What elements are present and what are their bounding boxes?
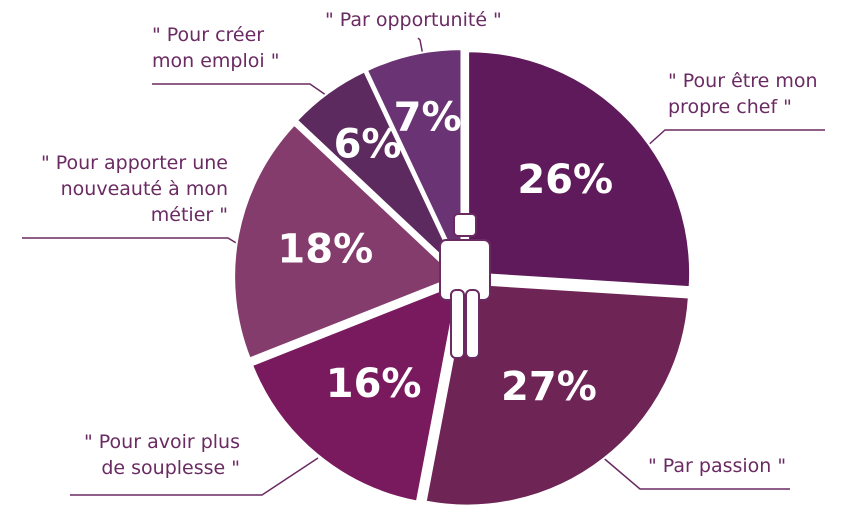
person-icon [439,213,491,359]
icon-head [453,213,477,237]
slice [233,123,458,360]
slice [467,50,692,289]
icon-leg [450,289,465,359]
value-label: 7% [394,95,462,141]
slice [424,282,690,507]
category-label: " Par opportunité " [325,9,502,31]
icon-body [439,239,491,301]
category-label: " Par passion " [648,455,786,477]
category-label: " Pour apporter une [41,152,228,174]
icon-leg [465,289,480,359]
labels: 26% 27% 16% 18% 6%7% " Pour être mon propre ch… [41,9,818,479]
value-label: 27% [501,364,597,410]
leader-line [599,454,790,490]
category-label: propre chef " [668,96,792,118]
slice [295,70,460,274]
slice [250,281,460,503]
category-label: nouveauté à mon [61,178,228,200]
slices [233,48,692,507]
category-label: métier " [151,204,228,226]
value-label: 18% [277,227,373,273]
category-label: " Pour être mon [668,70,818,92]
leader-line [70,457,319,496]
leader-line [22,237,257,256]
value-label: 26% [517,157,613,203]
slice [365,48,463,272]
category-label: " Pour avoir plus [84,431,240,453]
category-label: mon emploi " [152,50,279,72]
leader-line [152,83,337,103]
value-label: 6% [334,122,402,168]
value-label: 16% [326,361,422,407]
category-label: " Pour créer [152,24,264,46]
category-label: de souplesse " [101,457,240,479]
leader-line [644,129,825,149]
